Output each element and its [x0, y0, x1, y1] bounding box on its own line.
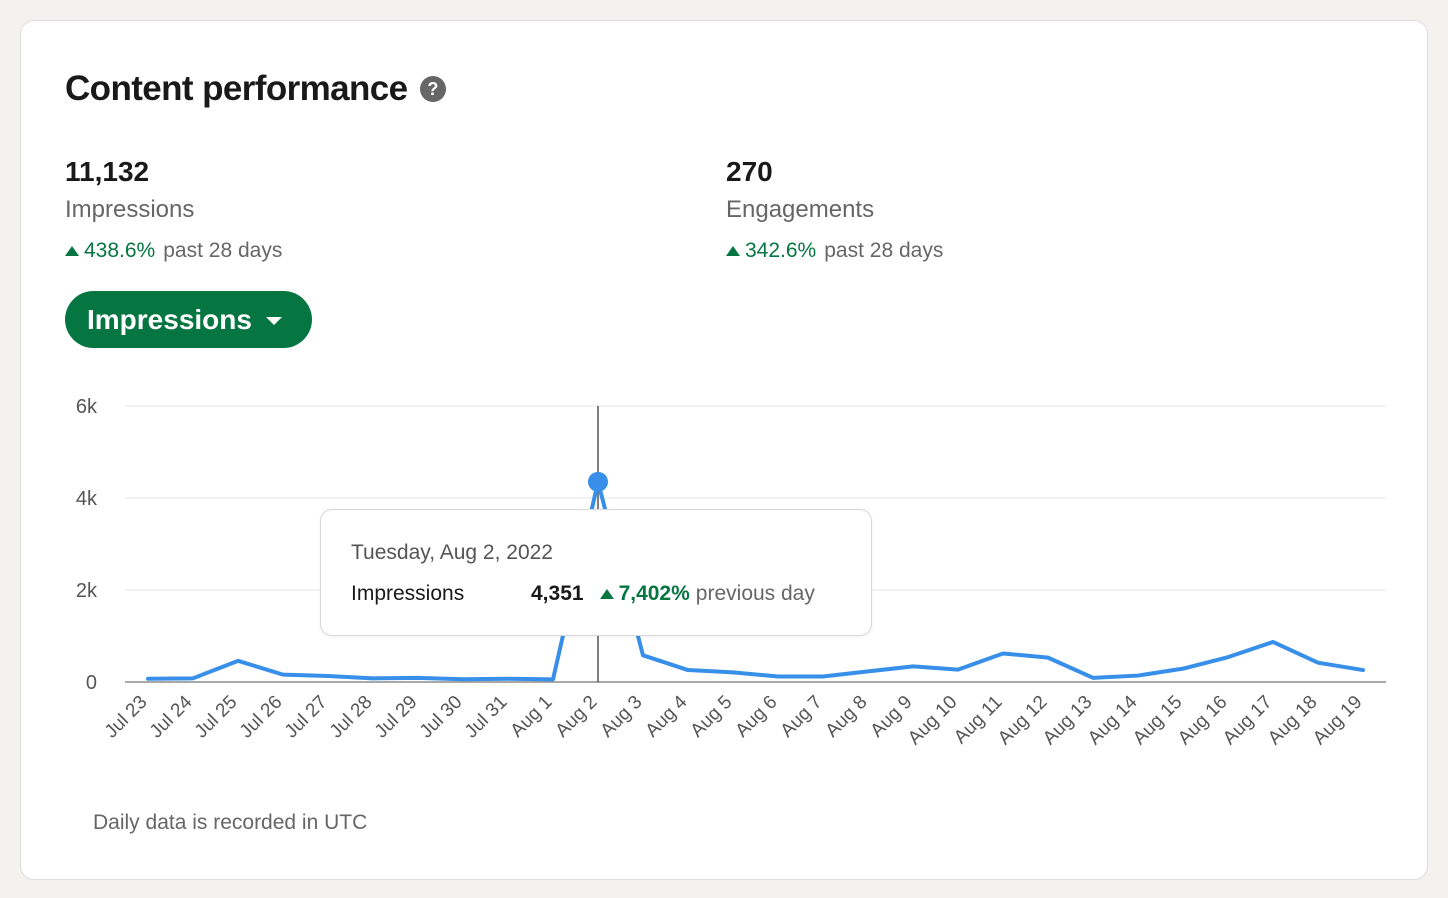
data-point	[910, 663, 916, 669]
x-tick-label: Jul 23	[101, 692, 152, 743]
x-tick-label: Aug 6	[732, 692, 782, 742]
engagements-change: 342.6% past 28 days	[726, 239, 943, 263]
y-tick-label: 4k	[76, 488, 98, 510]
data-point	[460, 676, 466, 682]
tooltip-change-pct: 7,402%	[618, 582, 690, 605]
data-point	[640, 652, 646, 658]
x-tick-label: Aug 8	[822, 692, 872, 742]
data-point	[1045, 655, 1051, 661]
data-point	[865, 668, 871, 674]
x-tick-label: Aug 7	[777, 692, 827, 742]
x-tick-label: Aug 17	[1219, 692, 1276, 749]
chart-tooltip: Tuesday, Aug 2, 2022 Impressions 4,351 7…	[320, 509, 872, 636]
x-tick-label: Aug 3	[597, 692, 647, 742]
data-point	[1270, 639, 1276, 645]
data-point	[685, 667, 691, 673]
trend-up-icon	[65, 246, 79, 256]
data-point	[1090, 675, 1096, 681]
x-tick-label: Jul 29	[371, 692, 422, 743]
data-point	[325, 673, 331, 679]
tooltip-metric-name: Impressions	[351, 582, 465, 605]
x-tick-label: Jul 30	[416, 692, 467, 743]
content-performance-card: Content performance ? 11,132 Impressions…	[20, 20, 1428, 880]
x-tick-label: Aug 16	[1174, 692, 1231, 749]
x-tick-label: Jul 25	[191, 692, 242, 743]
metric-dropdown-label: Impressions	[87, 303, 252, 335]
x-tick-label: Aug 10	[904, 692, 961, 749]
data-point	[1225, 654, 1231, 660]
data-point	[955, 667, 961, 673]
data-point	[1000, 650, 1006, 656]
data-point	[505, 676, 511, 682]
x-tick-label: Aug 13	[1039, 692, 1096, 749]
data-point	[235, 658, 241, 664]
trend-up-icon	[726, 246, 740, 256]
impressions-series-line	[146, 479, 1365, 682]
data-point	[775, 673, 781, 679]
y-tick-label: 6k	[76, 396, 98, 418]
data-point	[820, 673, 826, 679]
data-point	[550, 676, 556, 682]
utc-footnote: Daily data is recorded in UTC	[93, 811, 368, 834]
data-point	[1315, 660, 1321, 666]
tooltip-change-text: previous day	[695, 582, 815, 605]
data-point	[370, 675, 376, 681]
data-point	[280, 672, 286, 678]
impressions-value: 11,132	[65, 156, 150, 187]
tooltip-metric-value: 4,351	[531, 582, 584, 605]
question-circle-icon[interactable]: ?	[419, 76, 446, 102]
trend-up-icon	[599, 589, 614, 599]
impressions-change: 438.6% past 28 days	[65, 239, 282, 263]
impressions-metric: 11,132 Impressions 438.6% past 28 days	[65, 153, 282, 263]
highlighted-data-point	[588, 471, 608, 492]
data-point	[730, 669, 736, 675]
engagements-change-pct: 342.6%	[745, 239, 817, 262]
x-tick-label: Aug 18	[1264, 692, 1321, 749]
impressions-change-pct: 438.6%	[84, 239, 156, 262]
card-header: Content performance ?	[65, 69, 446, 109]
x-tick-label: Aug 14	[1084, 691, 1142, 749]
x-tick-label: Aug 1	[507, 692, 557, 742]
data-point	[1360, 667, 1366, 673]
tooltip-row: Impressions 4,351 7,402% previous day	[351, 582, 851, 606]
x-tick-label: Aug 19	[1309, 692, 1366, 749]
x-tick-label: Jul 26	[236, 692, 287, 743]
caret-down-icon	[265, 317, 282, 325]
y-tick-label: 0	[86, 672, 97, 694]
data-point	[145, 676, 151, 682]
x-tick-label: Aug 12	[994, 692, 1051, 749]
metric-dropdown-button[interactable]: Impressions	[65, 291, 312, 348]
impressions-change-text: past 28 days	[163, 239, 283, 262]
y-axis-ticks: 0 2k 4k 6k	[76, 396, 98, 694]
x-tick-label: Jul 27	[281, 692, 332, 743]
data-point	[415, 675, 421, 681]
x-tick-label: Aug 2	[552, 692, 602, 742]
x-tick-label: Aug 15	[1129, 692, 1186, 749]
x-tick-label: Aug 11	[950, 692, 1006, 748]
data-point	[190, 675, 196, 681]
y-tick-label: 2k	[76, 580, 98, 602]
engagements-metric: 270 Engagements 342.6% past 28 days	[726, 153, 943, 263]
x-tick-label: Jul 24	[146, 691, 197, 742]
engagements-change-text: past 28 days	[824, 239, 944, 262]
x-tick-label: Aug 4	[642, 691, 692, 741]
impressions-label: Impressions	[65, 196, 195, 223]
x-tick-label: Aug 5	[687, 692, 737, 742]
page-title: Content performance	[65, 69, 408, 108]
data-point	[1135, 673, 1141, 679]
engagements-value: 270	[726, 156, 773, 187]
tooltip-date: Tuesday, Aug 2, 2022	[351, 541, 553, 564]
data-point	[1180, 666, 1186, 672]
engagements-label: Engagements	[726, 196, 875, 223]
x-tick-label: Jul 28	[326, 692, 377, 743]
x-tick-label: Jul 31	[461, 692, 512, 743]
